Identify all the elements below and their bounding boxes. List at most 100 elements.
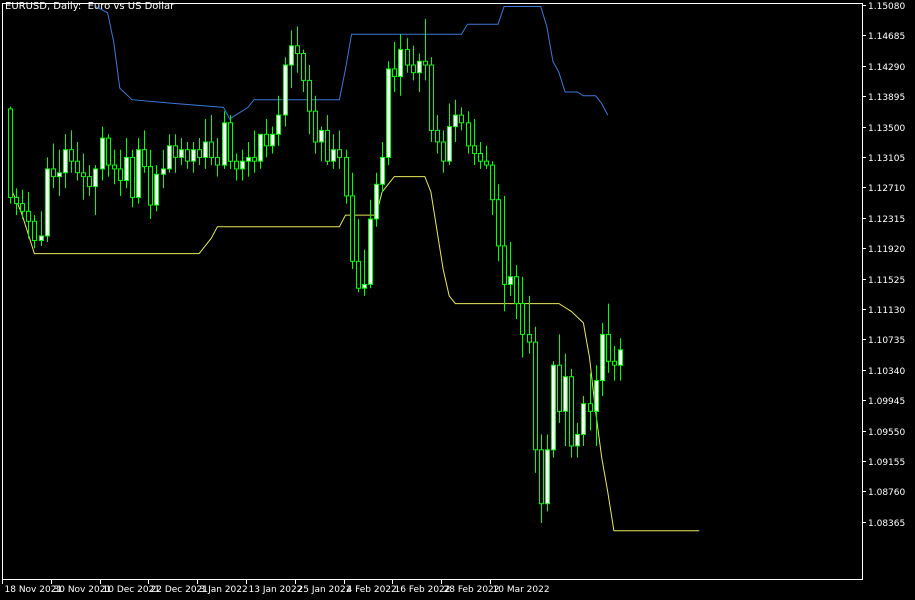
candle xyxy=(39,211,44,246)
candle-body xyxy=(289,45,294,66)
candle-body xyxy=(130,156,135,198)
price-tick-label: 1.08760 xyxy=(868,488,905,498)
candle xyxy=(258,133,263,169)
candle xyxy=(289,30,294,89)
candle xyxy=(222,111,227,169)
candle xyxy=(75,142,80,181)
time-tick-label: 3 Jan 2022 xyxy=(200,585,248,595)
chart-title: EURUSD, Daily: Euro vs US Dollar xyxy=(5,1,175,12)
candle xyxy=(350,172,355,269)
candle-body xyxy=(14,196,19,205)
candle xyxy=(331,134,336,169)
candle-body xyxy=(545,449,550,505)
price-axis: 1.15080 1.14685 1.14290 1.13895 1.13500 1.131… xyxy=(862,2,905,529)
candle-body xyxy=(136,149,141,198)
candle-body xyxy=(344,156,349,197)
candle-body xyxy=(350,195,355,262)
candle xyxy=(283,57,288,127)
candle xyxy=(295,26,300,73)
candle xyxy=(520,276,525,358)
candle xyxy=(313,95,318,154)
price-tick-label: 1.11920 xyxy=(868,245,905,255)
candle xyxy=(118,149,123,196)
candle xyxy=(215,138,220,177)
candle xyxy=(466,111,471,154)
candle xyxy=(161,149,166,189)
candle-body xyxy=(26,210,31,222)
candle-body xyxy=(417,60,422,74)
candle xyxy=(362,249,367,296)
candle xyxy=(405,38,410,73)
candle xyxy=(453,99,458,142)
candle xyxy=(203,118,208,169)
candle-body xyxy=(459,114,464,124)
candle xyxy=(264,118,269,158)
candle-body xyxy=(539,449,544,505)
candle-body xyxy=(81,172,86,178)
candle-body xyxy=(429,64,434,131)
candle-body xyxy=(319,129,324,143)
candle-body xyxy=(154,173,159,206)
candles-group xyxy=(8,18,623,523)
candle-body xyxy=(222,122,227,166)
candle xyxy=(136,138,141,204)
candle-body xyxy=(20,203,25,212)
candle xyxy=(130,149,135,208)
candle xyxy=(319,126,324,162)
price-tick-label: 1.14685 xyxy=(868,32,905,42)
candle-body xyxy=(8,108,13,198)
candle xyxy=(51,143,56,189)
price-tick-label: 1.09155 xyxy=(868,458,905,468)
candle xyxy=(301,49,306,92)
price-tick-label: 1.11130 xyxy=(868,306,905,316)
candle xyxy=(392,41,397,92)
candle-body xyxy=(283,64,288,116)
candle xyxy=(63,134,68,189)
candle-body xyxy=(32,220,37,242)
candle xyxy=(344,149,349,204)
candle xyxy=(368,199,373,289)
candle-body xyxy=(325,129,330,162)
candle-body xyxy=(600,333,605,382)
candle-body xyxy=(405,49,410,66)
candle-body xyxy=(264,133,269,147)
candle xyxy=(527,295,532,354)
candle-body xyxy=(203,141,208,158)
candle xyxy=(386,61,391,166)
candle xyxy=(533,326,538,473)
candle xyxy=(484,145,489,169)
candle xyxy=(600,322,605,396)
candle xyxy=(374,172,379,227)
candle-body xyxy=(575,433,580,447)
candle-body xyxy=(179,149,184,158)
candle-body xyxy=(533,341,538,451)
candle xyxy=(209,115,214,166)
price-tick-label: 1.15080 xyxy=(868,2,905,12)
candle xyxy=(502,195,507,312)
candle xyxy=(240,149,245,181)
candle xyxy=(563,353,568,446)
candle xyxy=(606,303,611,373)
candle-body xyxy=(295,45,300,54)
candle-body xyxy=(69,149,74,162)
candle-body xyxy=(594,380,599,412)
candle xyxy=(270,126,275,154)
time-tick-label: 25 Jan 2022 xyxy=(298,585,352,595)
candle xyxy=(142,130,147,173)
plot-frame xyxy=(2,3,863,580)
candle xyxy=(93,165,98,216)
candle xyxy=(124,138,129,189)
candle-body xyxy=(496,199,501,247)
candle-body xyxy=(380,156,385,185)
candle-body xyxy=(398,49,403,77)
candle xyxy=(179,138,184,166)
price-tick-label: 1.08365 xyxy=(868,519,905,529)
time-tick-label: 13 Jan 2022 xyxy=(249,585,303,595)
candle xyxy=(228,115,233,169)
candle-body xyxy=(93,168,98,188)
price-tick-label: 1.14290 xyxy=(868,63,905,73)
candle-body xyxy=(508,276,513,285)
candle xyxy=(435,115,440,154)
candle xyxy=(87,165,92,196)
